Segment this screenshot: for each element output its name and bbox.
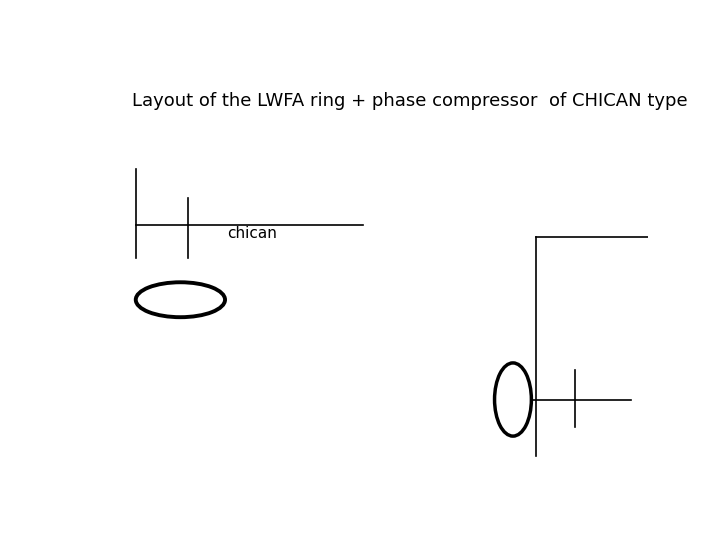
Text: Layout of the LWFA ring + phase compressor  of CHICAN type: Layout of the LWFA ring + phase compress… [132,92,688,110]
Text: chican: chican [227,226,276,241]
